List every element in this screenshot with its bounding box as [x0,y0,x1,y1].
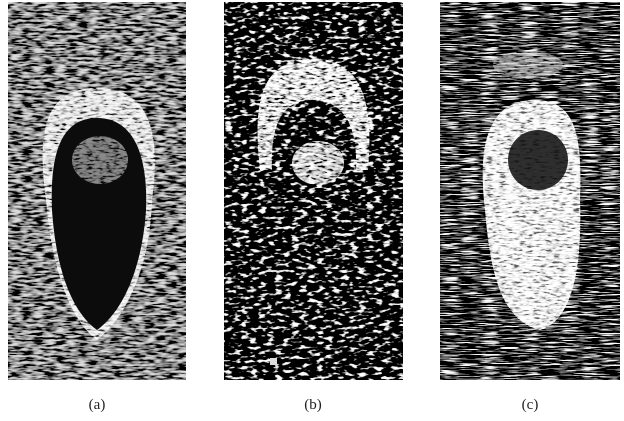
panel-caption: (c) [522,397,539,413]
panel-c-image [440,2,620,380]
panel-caption: (b) [304,397,322,413]
panel-a-image [8,2,186,380]
panel-caption: (a) [89,397,106,413]
panel-b-image [224,2,403,380]
